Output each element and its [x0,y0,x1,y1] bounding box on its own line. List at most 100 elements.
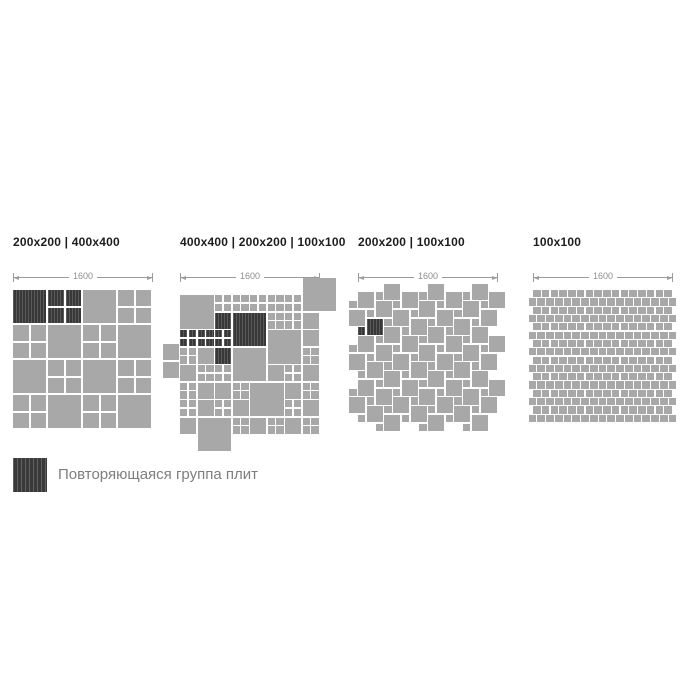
paver-tile [428,327,445,344]
paver-tile [258,295,267,303]
paver-tile [276,312,284,320]
dimension-arrow-left-icon [359,275,364,280]
paver-tile [293,321,302,329]
paver-tile [581,414,589,422]
dimension-line: 1600 [533,268,673,282]
paver-tile [533,406,541,414]
paver-tile [180,391,188,399]
paver-tile [559,339,567,348]
paver-tile [585,306,594,314]
paver-tile [624,348,633,356]
paver-tile [267,312,275,320]
paver-tile [285,365,293,373]
paver-tile [616,381,624,389]
paver-tile [349,397,366,414]
paver-tile [638,306,646,314]
paver-tile [463,379,471,388]
paver-tile [358,371,366,379]
paver-tile [581,348,589,356]
paver-tile [13,360,47,394]
paver-tile [401,379,418,396]
paver-tile [471,406,480,414]
paver-tile [375,292,383,300]
paver-tile [620,339,629,348]
paver-tile [554,381,563,389]
paver-tile [629,406,637,414]
paver-tile [638,323,646,331]
paver-tile [537,298,546,306]
paver-tile [293,303,302,312]
paver-tile [585,389,594,397]
paver-tile [302,382,310,390]
paver-tile [180,347,188,355]
paver-tile [550,339,559,348]
dimension-tick-left [180,273,181,282]
paver-tile [642,331,651,339]
paver-tile [576,373,585,381]
paver-tile [83,290,117,324]
paver-tile [655,306,664,314]
paver-tile [48,377,64,394]
paver-tile [375,379,383,388]
paver-tile [366,406,383,423]
dimension-arrow-right-icon [667,275,672,280]
paver-tile [624,298,633,306]
paver-tile [528,348,537,356]
paver-tile [664,306,672,314]
paver-tile [563,348,572,356]
paver-tile [419,344,436,361]
paver-tile [611,306,620,314]
paver-tile [223,303,232,312]
dimension-line: 1600 [180,268,320,282]
paver-tile [311,391,319,399]
paver-tile [480,353,497,370]
paver-tile [589,381,598,389]
paver-tile [302,356,310,364]
paver-tile [594,290,602,298]
paver-tile [215,382,232,399]
paver-tile [241,426,249,434]
paver-tile [642,414,651,422]
paver-tile [311,356,319,364]
paver-tile [659,348,668,356]
paver-tile [598,348,607,356]
paver-tile [528,381,537,389]
paver-tile [358,336,375,353]
paver-tile [489,379,506,396]
paver-tile [563,298,572,306]
paver-tile [48,360,64,376]
paver-tile [436,388,445,396]
paver-tile [533,389,541,397]
paver-tile [581,381,589,389]
pattern-canvas-grid [528,290,677,430]
paver-tile [206,373,214,382]
paver-tile [633,414,642,422]
paver-tile [576,290,585,298]
paver-tile [401,327,410,335]
paver-tile [554,348,563,356]
paver-tile [232,400,249,417]
paver-tile [197,400,214,417]
paver-tile [633,398,642,406]
paver-tile [646,373,655,381]
paver-tile [285,295,293,303]
paver-tile [393,344,401,353]
repeating-group-tile [358,327,366,335]
dimension-tick-right [152,273,153,282]
dimension-arrow-left-icon [534,275,539,280]
paver-tile [528,398,537,406]
paver-tile [589,314,598,323]
paver-tile [572,298,581,306]
paver-tile [629,339,637,348]
paver-tile [655,406,664,414]
paver-tile [384,362,392,370]
panel-title: 100x100 [533,235,582,249]
paver-tile [366,362,383,379]
paver-tile [541,306,550,314]
paver-tile [197,382,214,399]
paver-tile [572,348,581,356]
paver-tile [302,365,319,382]
paver-tile [585,339,594,348]
paver-tile [528,298,537,306]
paver-tile [624,364,633,373]
